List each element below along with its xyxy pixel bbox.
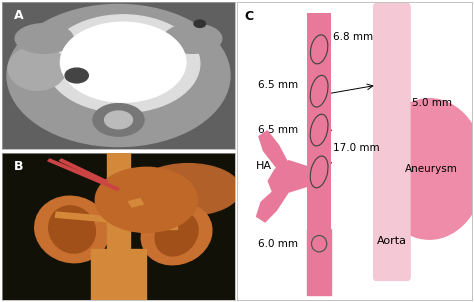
Text: C: C bbox=[244, 11, 253, 24]
Bar bbox=[307, 229, 331, 294]
Bar bbox=[130, 249, 146, 300]
Text: HA: HA bbox=[256, 161, 272, 171]
Polygon shape bbox=[258, 130, 289, 169]
Ellipse shape bbox=[8, 46, 66, 90]
FancyArrow shape bbox=[48, 159, 119, 191]
Text: SMA: SMA bbox=[307, 286, 331, 296]
Ellipse shape bbox=[155, 212, 198, 256]
Text: Aneurysm: Aneurysm bbox=[405, 164, 458, 174]
Ellipse shape bbox=[164, 24, 222, 53]
Circle shape bbox=[46, 15, 200, 113]
Text: B: B bbox=[14, 160, 24, 173]
Text: 5.0 mm: 5.0 mm bbox=[412, 98, 452, 108]
Ellipse shape bbox=[15, 24, 73, 53]
Circle shape bbox=[105, 111, 132, 129]
FancyArrow shape bbox=[128, 199, 144, 207]
FancyBboxPatch shape bbox=[373, 3, 410, 281]
Polygon shape bbox=[267, 160, 307, 199]
Text: Aorta: Aorta bbox=[377, 236, 407, 246]
Text: 6.5 mm: 6.5 mm bbox=[258, 80, 298, 90]
Circle shape bbox=[194, 20, 206, 27]
Bar bbox=[91, 249, 107, 300]
Text: 6.8 mm: 6.8 mm bbox=[333, 32, 374, 42]
Ellipse shape bbox=[136, 164, 240, 215]
Text: 6.5 mm: 6.5 mm bbox=[258, 125, 298, 135]
Polygon shape bbox=[307, 14, 331, 229]
Circle shape bbox=[61, 22, 186, 102]
Ellipse shape bbox=[35, 196, 109, 263]
FancyArrow shape bbox=[130, 224, 176, 229]
Circle shape bbox=[95, 167, 198, 233]
Ellipse shape bbox=[49, 206, 95, 253]
Circle shape bbox=[374, 99, 474, 239]
Ellipse shape bbox=[141, 203, 212, 265]
Text: A: A bbox=[14, 9, 24, 22]
Bar bbox=[107, 153, 130, 300]
FancyArrow shape bbox=[59, 159, 108, 183]
Circle shape bbox=[93, 104, 144, 136]
FancyArrow shape bbox=[55, 212, 108, 222]
Circle shape bbox=[65, 68, 88, 83]
Text: 17.0 mm: 17.0 mm bbox=[333, 143, 380, 153]
Text: 6.0 mm: 6.0 mm bbox=[258, 239, 298, 249]
Polygon shape bbox=[256, 187, 289, 223]
FancyBboxPatch shape bbox=[373, 3, 410, 281]
Circle shape bbox=[7, 5, 230, 146]
